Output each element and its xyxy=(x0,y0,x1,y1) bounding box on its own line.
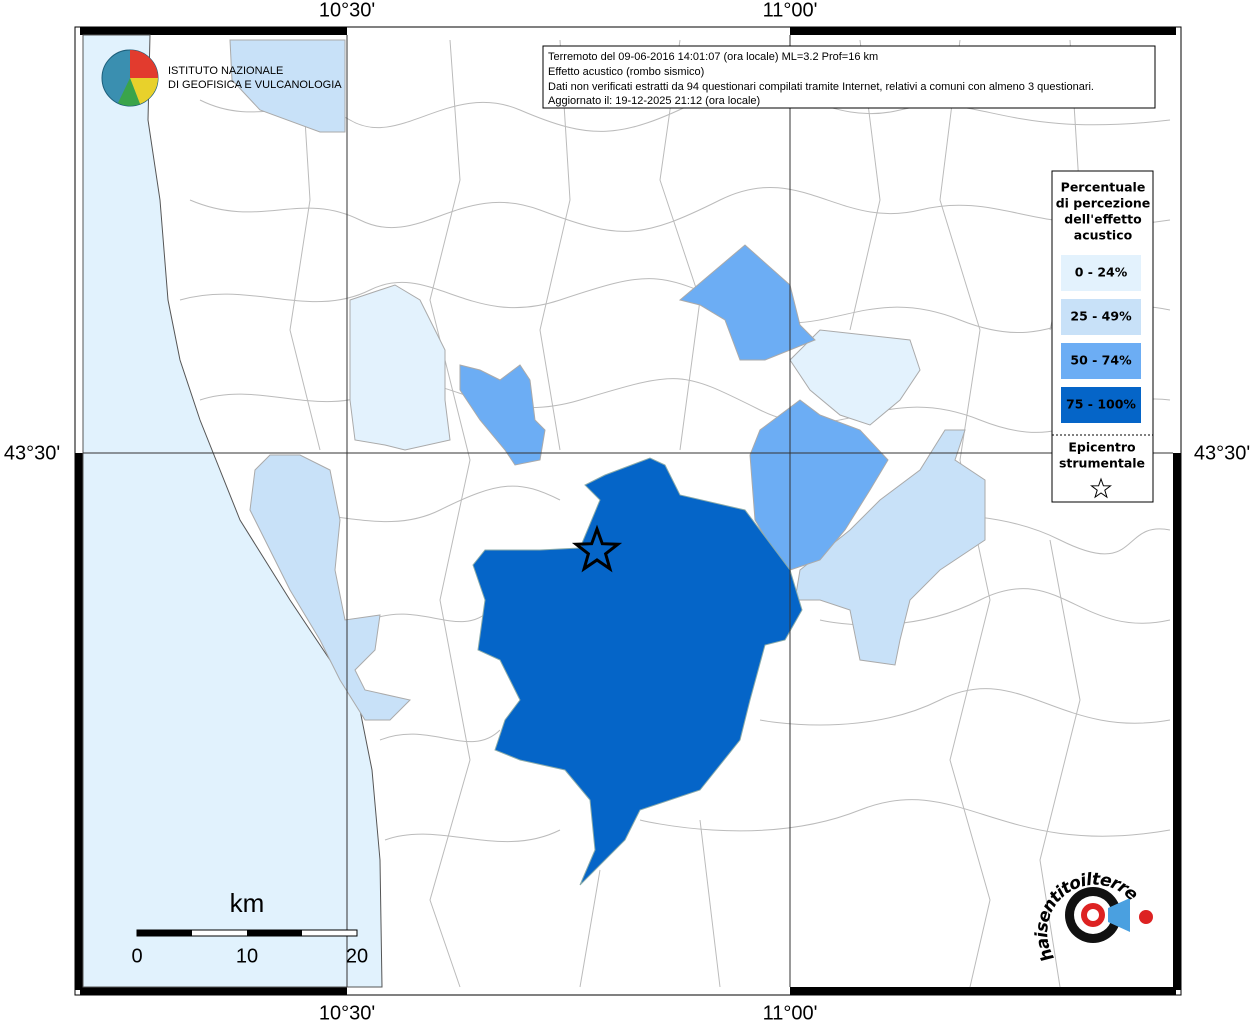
legend-label: 50 - 74% xyxy=(1070,353,1132,368)
legend-star xyxy=(1090,477,1112,499)
region xyxy=(249,454,411,721)
scale-label: 10 xyxy=(236,945,258,967)
epicenter-markers xyxy=(571,524,623,573)
legend-title: dell'effetto xyxy=(1064,212,1142,227)
legend-title: acustico xyxy=(1074,228,1133,243)
lon-label: 11°00' xyxy=(763,0,818,21)
regions xyxy=(229,39,986,886)
info-box: Terremoto del 09-06-2016 14:01:07 (ora l… xyxy=(542,45,1156,109)
info-line: Dati non verificati estratti da 94 quest… xyxy=(548,81,1094,93)
sea xyxy=(82,34,383,988)
lon-label: 10°30' xyxy=(319,1002,375,1024)
logo-text: ISTITUTO NAZIONALE xyxy=(168,65,283,77)
legend-title: di percezione xyxy=(1056,196,1151,211)
info-line: Effetto acustico (rombo sismico) xyxy=(548,66,704,78)
legend: Percentuale di percezione dell'effetto a… xyxy=(1051,170,1154,503)
info-line: Aggiornato il: 19-12-2025 21:12 (ora loc… xyxy=(548,95,760,107)
region xyxy=(459,364,546,466)
lat-label: 43°30' xyxy=(1194,442,1250,464)
lon-label: 11°00' xyxy=(763,1002,818,1024)
scale-unit: km xyxy=(230,888,265,918)
legend-epicenter: strumentale xyxy=(1059,456,1145,471)
legend-swatch xyxy=(1061,255,1141,291)
graticule xyxy=(83,35,1173,987)
legend-label: 25 - 49% xyxy=(1070,309,1132,324)
scale-label: 20 xyxy=(346,945,368,967)
region xyxy=(229,39,346,133)
legend-swatch xyxy=(1061,343,1141,379)
info-line: Terremoto del 09-06-2016 14:01:07 (ora l… xyxy=(548,51,878,63)
legend-swatch xyxy=(1061,299,1141,335)
legend-label: 75 - 100% xyxy=(1066,397,1136,412)
logo-text: DI GEOFISICA E VULCANOLOGIA xyxy=(168,79,342,91)
scale-label: 0 xyxy=(131,945,142,967)
epicenter-star xyxy=(571,524,623,573)
scale-bar: km 0 10 20 xyxy=(131,888,368,967)
region xyxy=(349,284,451,451)
region xyxy=(472,457,803,886)
legend-title: Percentuale xyxy=(1061,180,1146,195)
legend-epicenter: Epicentro xyxy=(1068,440,1136,455)
lat-label: 43°30' xyxy=(4,442,60,464)
lon-label: 10°30' xyxy=(319,0,375,21)
frame-stripes xyxy=(75,27,1181,995)
ingv-logo: ISTITUTO NAZIONALE DI GEOFISICA E VULCAN… xyxy=(101,49,342,107)
legend-swatch xyxy=(1061,387,1141,423)
region xyxy=(794,429,986,666)
region xyxy=(789,329,921,426)
legend-label: 0 - 24% xyxy=(1075,265,1128,280)
